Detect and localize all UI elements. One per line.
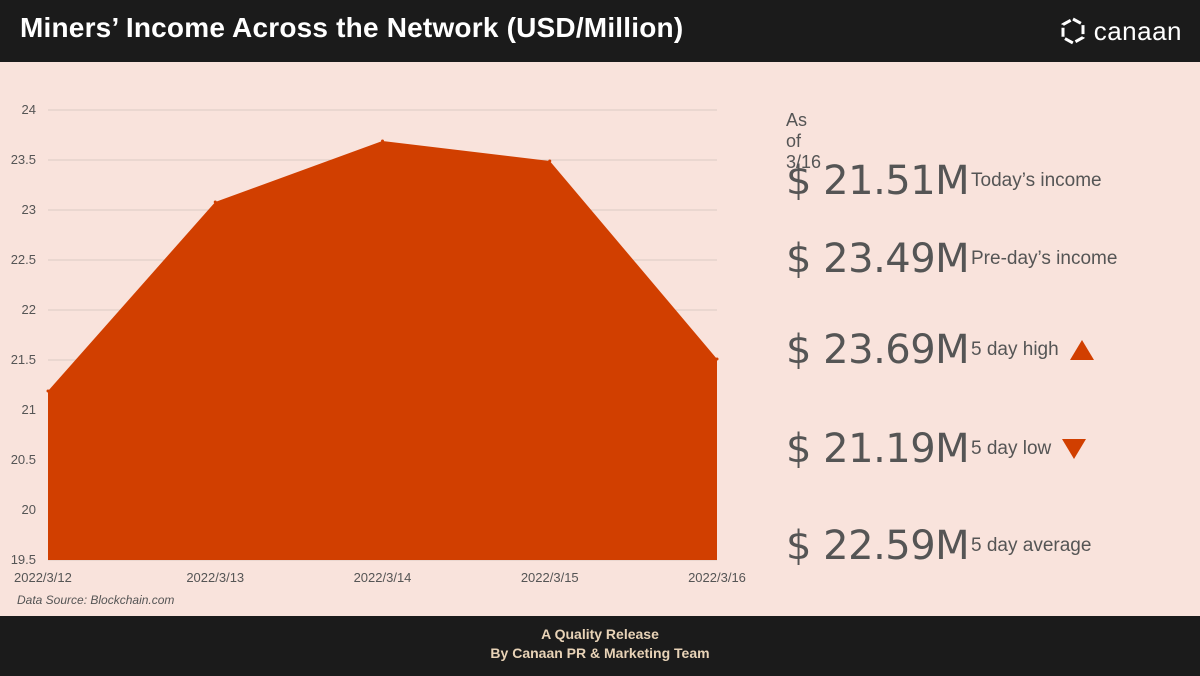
- area-chart: 24 23.5 23 22.5 22 21.5 21 20.5 20 19.5 2022/3/12…: [11, 102, 746, 585]
- stat-today-income: $ 21.51M Today’s income: [786, 156, 1102, 206]
- y-tick-label: 20.5: [11, 452, 36, 467]
- stat-label: Today’s income: [971, 170, 1102, 191]
- triangle-down-icon: [1062, 439, 1087, 459]
- stat-value: $ 23.49M: [786, 236, 970, 282]
- data-point: [381, 139, 384, 143]
- hexagon-logo-icon: [1061, 17, 1085, 45]
- data-point: [213, 200, 217, 204]
- y-tick-label: 21: [22, 402, 36, 417]
- page-title: Miners’ Income Across the Network (USD/M…: [20, 12, 684, 43]
- footer-bar: A Quality Release By Canaan PR & Marketi…: [0, 616, 1200, 676]
- stat-preday-income: $ 23.49M Pre-day’s income: [786, 234, 1117, 284]
- y-tick-label: 21.5: [11, 352, 36, 367]
- data-source-note: Data Source: Blockchain.com: [17, 593, 175, 607]
- footer-line-2: By Canaan PR & Marketing Team: [490, 645, 710, 661]
- y-tick-label: 20: [22, 502, 36, 517]
- y-tick-label: 22.5: [11, 252, 36, 267]
- data-point: [548, 159, 552, 163]
- triangle-up-icon: [1069, 340, 1094, 360]
- brand-name: canaan: [1093, 15, 1182, 46]
- data-point: [715, 357, 719, 361]
- stat-label: 5 day low: [971, 438, 1052, 459]
- stat-5day-average: $ 22.59M 5 day average: [786, 521, 1091, 571]
- as-of-date: As of 3/16: [786, 110, 822, 172]
- content-panel: 24 23.5 23 22.5 22 21.5 21 20.5 20 19.5 2022/3/12…: [0, 62, 1200, 616]
- x-tick-label: 2022/3/13: [186, 570, 244, 585]
- y-tick-label: 23: [22, 202, 36, 217]
- header-bar: Miners’ Income Across the Network (USD/M…: [0, 0, 1200, 62]
- brand-logo: canaan: [1060, 16, 1182, 46]
- x-tick-label: 2022/3/16: [688, 570, 746, 585]
- stat-label: Pre-day’s income: [971, 248, 1118, 269]
- y-tick-label: 22: [22, 302, 36, 317]
- x-tick-label: 2022/3/14: [354, 570, 412, 585]
- y-tick-label: 24: [22, 102, 36, 117]
- y-tick-label: 23.5: [11, 152, 36, 167]
- stat-value: $ 21.19M: [786, 426, 970, 472]
- stat-value: $ 21.51M: [786, 158, 970, 204]
- area-series: [46, 139, 719, 560]
- stat-5day-low: $ 21.19M 5 day low: [786, 424, 1087, 474]
- footer-line-1: A Quality Release: [541, 626, 659, 642]
- y-tick-label: 19.5: [11, 552, 36, 567]
- stat-5day-high: $ 23.69M 5 day high: [786, 325, 1095, 375]
- area-fill: [48, 141, 717, 560]
- stat-label: 5 day high: [971, 339, 1059, 360]
- data-point: [46, 389, 50, 393]
- stat-value: $ 23.69M: [786, 327, 970, 373]
- stat-value: $ 22.59M: [786, 523, 970, 569]
- x-tick-label: 2022/3/12: [14, 570, 72, 585]
- x-tick-label: 2022/3/15: [521, 570, 579, 585]
- stat-label: 5 day average: [971, 535, 1092, 556]
- x-axis-ticks: 2022/3/12 2022/3/13 2022/3/14 2022/3/15 2022…: [14, 570, 746, 585]
- y-axis-ticks: 24 23.5 23 22.5 22 21.5 21 20.5 20 19.5: [11, 102, 36, 567]
